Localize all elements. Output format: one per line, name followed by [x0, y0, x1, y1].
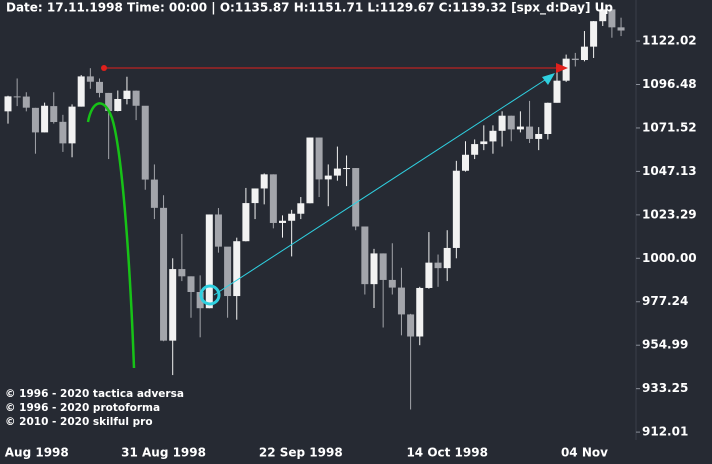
candle-body: [260, 174, 268, 189]
y-tick-label: 1000.00: [642, 251, 697, 265]
x-tick-label: 22 Sep 1998: [259, 446, 343, 460]
candle-body: [77, 76, 85, 107]
red-dot: [101, 65, 107, 71]
candle-body: [31, 107, 39, 133]
candle-body: [50, 106, 58, 123]
candle-body: [434, 262, 442, 269]
candle-body: [343, 168, 351, 170]
candle-body: [288, 213, 296, 221]
candle-body: [269, 174, 277, 223]
candle-body: [617, 27, 625, 31]
candle-body: [205, 214, 213, 309]
candle-body: [471, 144, 479, 155]
candle-body: [86, 76, 94, 82]
candle-body: [553, 80, 561, 103]
cyan-circle: [199, 284, 221, 306]
candle-body: [571, 58, 579, 61]
candle-body: [580, 46, 588, 61]
green-curve: [86, 102, 136, 369]
y-tick-label: 933.25: [642, 381, 688, 395]
red-arrowhead: [556, 63, 568, 73]
credit-line: © 1996 - 2020 protoforma: [5, 402, 160, 414]
candle-body: [105, 92, 113, 111]
x-tick-label: 31 Aug 1998: [121, 446, 206, 460]
candle-body: [315, 137, 323, 180]
candle-body: [526, 126, 534, 139]
y-tick-label: 1096.48: [642, 77, 697, 91]
candle-body: [507, 115, 515, 130]
candle-body: [388, 279, 396, 288]
candle-body: [306, 137, 314, 204]
credit-line: © 2010 - 2020 skilful pro: [5, 416, 153, 428]
candle-body: [224, 246, 232, 297]
candle-body: [187, 276, 195, 293]
y-tick-label: 1071.52: [642, 120, 697, 134]
candle-body: [297, 203, 305, 214]
candle-body: [535, 133, 543, 139]
candle-body: [96, 81, 103, 93]
candle-body: [132, 90, 140, 106]
candle-body: [498, 115, 506, 131]
candle-body: [480, 141, 488, 145]
candle-body: [13, 96, 21, 98]
info-line: Date: 17.11.1998 Time: 00:00 | O:1135.87…: [6, 1, 613, 16]
y-tick-label: 977.24: [642, 294, 688, 308]
candle-body: [562, 58, 570, 81]
candle-body: [425, 262, 433, 288]
y-tick-label: 1122.02: [642, 34, 697, 48]
candle-body: [68, 106, 76, 144]
candle-body: [169, 269, 177, 341]
candle-body: [599, 9, 607, 22]
y-tick-label: 912.01: [642, 425, 688, 439]
candle-body: [489, 130, 497, 142]
y-tick-label: 1047.13: [642, 164, 697, 178]
candle-body: [196, 292, 204, 309]
candle-body: [123, 90, 131, 99]
cyan-arrowhead: [542, 73, 555, 85]
y-tick-label: 954.99: [642, 338, 688, 352]
candle-body: [544, 102, 552, 134]
credits: © 1996 - 2020 tactica adversa © 1996 - 20…: [5, 388, 184, 428]
candle-body: [279, 220, 286, 223]
credit-line: © 1996 - 2020 tactica adversa: [5, 388, 184, 400]
candle-body: [160, 207, 168, 341]
candle-body: [324, 175, 332, 180]
candle-body: [333, 168, 341, 176]
candle-body: [251, 188, 259, 204]
candle-body: [416, 287, 424, 337]
candle-body: [370, 253, 378, 285]
candle-body: [462, 154, 469, 171]
candle-body: [178, 269, 186, 277]
candle-body: [352, 168, 360, 227]
x-tick-label: 04 Nov: [561, 446, 608, 460]
candle-body: [242, 203, 250, 242]
candle-body: [608, 9, 616, 28]
candle-body: [114, 98, 122, 111]
y-tick-label: 1023.29: [642, 207, 697, 221]
candle-body: [516, 126, 524, 130]
candle-body: [214, 214, 222, 247]
candle-body: [452, 170, 460, 248]
candle-body: [443, 247, 451, 269]
candle-body: [397, 287, 405, 315]
candle-body: [407, 314, 415, 337]
candle-body: [150, 179, 158, 208]
candle-body: [22, 96, 30, 108]
candle-body: [41, 105, 49, 133]
candle-body: [590, 21, 598, 47]
candles: [4, 7, 625, 410]
cyan-trend-line: [213, 77, 549, 296]
candle-body: [59, 121, 67, 144]
candle-body: [233, 241, 241, 297]
candle-body: [141, 105, 149, 180]
candle-body: [361, 226, 369, 285]
candle-body: [379, 253, 387, 280]
candle-body: [4, 96, 12, 112]
x-tick-label: 14 Oct 1998: [406, 446, 488, 460]
x-tick-label: 10 Aug 1998: [0, 446, 69, 460]
